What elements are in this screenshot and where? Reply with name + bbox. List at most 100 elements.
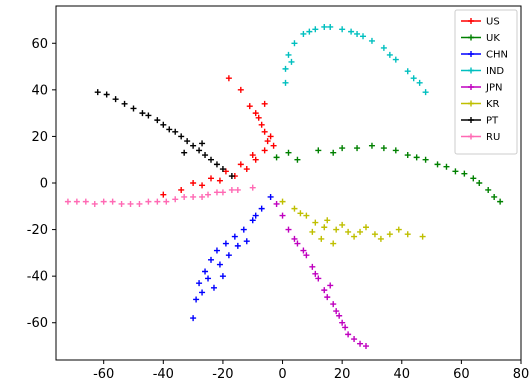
data-point xyxy=(288,58,295,65)
data-point xyxy=(205,191,212,198)
data-point xyxy=(231,233,238,240)
data-point xyxy=(216,261,223,268)
data-point xyxy=(249,217,256,224)
data-point xyxy=(208,256,214,263)
data-point xyxy=(205,275,212,282)
data-point xyxy=(339,26,346,33)
data-point xyxy=(243,238,250,245)
data-point xyxy=(91,200,98,207)
data-point xyxy=(240,226,247,233)
data-point xyxy=(225,75,232,82)
data-point xyxy=(199,182,206,189)
data-point xyxy=(178,186,185,193)
data-point xyxy=(392,56,399,63)
data-point xyxy=(315,275,322,282)
legend-label: JPN xyxy=(485,83,502,94)
data-point xyxy=(291,205,298,212)
x-tick-label: 40 xyxy=(393,367,410,382)
data-point xyxy=(193,296,200,303)
data-point xyxy=(130,105,137,112)
legend-label: IND xyxy=(486,66,504,77)
x-tick-label: -40 xyxy=(153,367,174,382)
data-point xyxy=(452,168,459,175)
data-point xyxy=(202,268,209,275)
series-ru xyxy=(64,184,256,207)
y-tick-label: 20 xyxy=(31,130,48,145)
data-point xyxy=(243,166,250,173)
data-point xyxy=(199,289,206,296)
data-point xyxy=(228,173,235,180)
data-point xyxy=(273,154,280,161)
data-point xyxy=(354,30,361,37)
data-point xyxy=(222,240,229,247)
data-point xyxy=(190,180,197,186)
data-point xyxy=(136,200,143,207)
data-point xyxy=(139,110,146,117)
data-point xyxy=(160,191,167,198)
legend-label: UK xyxy=(486,33,500,44)
data-point xyxy=(252,156,259,163)
data-point xyxy=(210,284,217,291)
data-point xyxy=(380,145,387,152)
data-point xyxy=(413,154,420,161)
legend: US UK CHN IND JPN KR PT RU xyxy=(454,9,518,155)
data-point xyxy=(196,147,203,154)
data-point xyxy=(267,133,274,140)
data-point xyxy=(422,156,429,163)
data-point xyxy=(377,235,384,242)
data-point xyxy=(196,280,203,287)
data-point xyxy=(327,23,334,30)
data-point xyxy=(342,324,349,331)
data-point xyxy=(336,312,343,319)
data-point xyxy=(330,240,337,247)
data-point xyxy=(294,156,301,163)
data-point xyxy=(94,89,101,96)
data-point xyxy=(416,79,423,86)
data-point xyxy=(82,198,89,205)
data-point xyxy=(371,231,378,238)
data-point xyxy=(190,315,197,322)
data-point xyxy=(100,198,107,205)
legend-item-ind: IND xyxy=(461,66,504,77)
data-point xyxy=(264,138,271,145)
data-point xyxy=(237,86,244,93)
legend-label: US xyxy=(486,17,500,28)
data-point xyxy=(228,186,235,193)
x-tick-label: -20 xyxy=(212,367,233,382)
series-uk xyxy=(273,142,504,205)
data-point xyxy=(234,242,241,249)
legend-marker xyxy=(468,34,474,41)
data-point xyxy=(190,142,197,149)
data-point xyxy=(318,235,325,242)
data-point xyxy=(422,89,429,96)
data-point xyxy=(404,152,411,159)
axes-layer: -60 -40 -20 0 20 40 60 80 -60 -40 -20 0 20 40 60 xyxy=(27,37,529,382)
data-point xyxy=(103,91,110,98)
y-tick-label: -20 xyxy=(27,223,48,238)
data-point xyxy=(309,263,316,270)
data-point xyxy=(321,224,328,231)
data-point xyxy=(392,147,399,154)
legend-marker xyxy=(468,133,474,140)
data-point xyxy=(279,198,286,205)
data-point xyxy=(368,37,375,44)
series-chn xyxy=(190,193,274,322)
data-point xyxy=(172,128,179,135)
legend-marker xyxy=(468,117,474,123)
data-point xyxy=(309,228,316,235)
data-point xyxy=(339,145,346,152)
data-point xyxy=(348,28,355,35)
data-point xyxy=(219,273,226,280)
data-point xyxy=(380,44,387,51)
data-point xyxy=(363,343,369,350)
data-point xyxy=(443,163,450,170)
data-point xyxy=(345,331,352,338)
legend-item-us: US xyxy=(461,17,500,28)
data-point xyxy=(404,68,411,75)
data-point xyxy=(178,133,185,140)
data-point xyxy=(261,128,268,135)
data-point xyxy=(237,161,244,168)
data-point xyxy=(145,198,152,205)
series-ind xyxy=(282,23,429,96)
